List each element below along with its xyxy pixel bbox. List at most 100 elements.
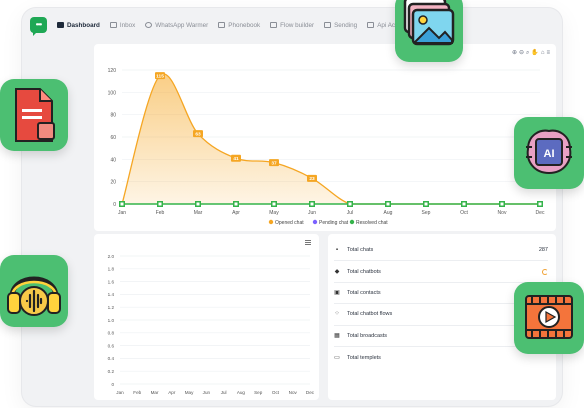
zoom-select-icon[interactable]: ⌕	[526, 50, 530, 56]
x-tick-label: Nov	[289, 390, 298, 395]
resolved-chat-point-inner	[538, 202, 542, 206]
nav-dashboard-label: Dashboard	[67, 21, 100, 29]
resolved-chat-point-inner	[424, 202, 428, 206]
x-tick-label: Dec	[536, 210, 545, 216]
y-tick-label: 0.4	[108, 356, 115, 361]
chat-icon: ▪	[335, 247, 339, 254]
dashboard-icon	[57, 22, 64, 28]
contacts-icon: ▣	[334, 289, 340, 296]
x-tick-label: Jan	[118, 210, 126, 216]
opened-chat-data-label: 63	[195, 131, 201, 137]
resolved-chat-point-inner	[386, 202, 390, 206]
x-tick-label: May	[269, 210, 279, 216]
template-icon: ▭	[334, 354, 340, 361]
inbox-icon	[109, 22, 117, 28]
resolved-chat-point-inner	[196, 202, 200, 206]
nav-whatsapp-warmer[interactable]: WhatsApp Warmer	[145, 22, 208, 29]
pan-icon[interactable]: ✋	[531, 50, 539, 56]
top-nav: ••• Dashboard Inbox WhatsApp Warmer Phon…	[22, 8, 562, 42]
x-tick-label: Mar	[151, 390, 159, 395]
opened-chat-data-label: 41	[233, 156, 239, 162]
logo-icon[interactable]: •••	[30, 17, 47, 36]
warmer-icon	[145, 22, 153, 28]
gallery-app-icon	[395, 0, 463, 62]
x-tick-label: Sep	[254, 390, 263, 395]
x-tick-label: Nov	[498, 210, 507, 216]
stat-label: Total chatbots	[347, 268, 381, 275]
resolved-chat-point-inner	[310, 202, 314, 206]
legend-marker	[312, 219, 318, 225]
x-tick-label: Jul	[221, 390, 227, 395]
zoom-in-icon[interactable]: ⊕	[511, 50, 517, 56]
stat-label: Total broadcasts	[347, 332, 388, 339]
legend-marker	[268, 219, 274, 225]
x-tick-label: Jun	[203, 390, 211, 395]
y-tick-label: 0	[111, 382, 114, 387]
x-tick-label: Oct	[460, 210, 468, 216]
svg-text:AI: AI	[544, 148, 555, 160]
opened-chat-data-label-bg	[155, 72, 165, 80]
nav-phonebook-label: Phonebook	[228, 21, 261, 29]
nav-dashboard[interactable]: Dashboard	[57, 22, 100, 29]
y-tick-label: 2.0	[108, 254, 115, 259]
x-tick-label: Apr	[232, 210, 240, 216]
legend-label[interactable]: Opened chat	[275, 220, 304, 226]
flow-icon: ⁘	[334, 311, 340, 318]
chats-area-chart: 0 20 40 60 80 100 120 Jan Feb Mar Apr May Jun Jul Aug S…	[108, 68, 545, 226]
nav-phonebook[interactable]: Phonebook	[218, 22, 260, 29]
y-tick-label: 120	[108, 68, 117, 74]
nav-inbox[interactable]: Inbox	[109, 22, 135, 29]
robot-icon: ◆	[334, 268, 340, 275]
opened-chat-data-label-bg	[307, 174, 317, 182]
x-tick-label: Mar	[194, 210, 203, 216]
y-tick-label: 60	[110, 135, 116, 141]
y-tick-label: 1.0	[108, 318, 115, 323]
resolved-chat-point-inner	[234, 202, 238, 206]
nav-api[interactable]: Api Ac	[367, 22, 395, 29]
video-icon	[525, 295, 573, 339]
chart-toolbar: ⊕ ⊖ ⌕ ✋ ⌂ ≡	[512, 50, 550, 56]
y-tick-label: 1.4	[108, 292, 115, 297]
zoom-out-icon[interactable]: ⊖	[518, 50, 524, 56]
api-icon	[367, 22, 375, 28]
legend-label[interactable]: Resolved chat	[356, 220, 388, 226]
nav-flow-builder[interactable]: Flow builder	[270, 22, 314, 29]
y-tick-label: 40	[110, 157, 116, 163]
x-tick-label: Apr	[168, 390, 176, 395]
nav-api-label: Api Ac	[377, 21, 396, 29]
y-tick-label: 1.8	[108, 267, 115, 272]
loading-spinner-icon	[542, 268, 548, 275]
nav-warmer-label: WhatsApp Warmer	[155, 21, 209, 29]
chart-menu-icon[interactable]	[305, 240, 311, 245]
stats-list: ▪ Total chats 287 ◆ Total chatbots ▣ Total con…	[334, 240, 548, 368]
x-tick-label: Jun	[308, 210, 316, 216]
x-tick-label: Jan	[116, 390, 124, 395]
x-tick-label: May	[185, 390, 194, 395]
ai-brain-icon: AI	[526, 129, 572, 175]
headphones-app-icon	[0, 255, 68, 327]
opened-chat-data-label-bg	[269, 159, 279, 167]
phonebook-icon	[218, 22, 226, 28]
document-app-icon	[0, 79, 68, 151]
y-tick-label: 0.2	[108, 369, 115, 374]
app-window: ••• Dashboard Inbox WhatsApp Warmer Phon…	[22, 8, 562, 406]
broadcast-icon: ▦	[334, 332, 340, 339]
stat-label: Total chats	[347, 247, 374, 254]
video-play-app-icon	[514, 282, 584, 354]
legend-label[interactable]: Pending chat	[319, 220, 349, 226]
x-tick-label: Feb	[133, 390, 141, 395]
stat-row: ▪ Total chats 287	[334, 240, 548, 262]
chats-chart-card: ⊕ ⊖ ⌕ ✋ ⌂ ≡ 0 20 40 60 80 100 120 Jan Feb Mar Apr M…	[94, 44, 556, 231]
x-tick-label: Aug	[384, 210, 393, 216]
nav-sending[interactable]: Sending	[324, 22, 357, 29]
y-tick-label: 20	[110, 180, 116, 186]
home-icon[interactable]: ⌂	[540, 50, 545, 56]
stat-label: Total templets	[347, 354, 381, 361]
menu-icon[interactable]: ≡	[546, 50, 550, 56]
y-tick-label: 0	[113, 202, 116, 208]
document-icon	[15, 88, 55, 142]
opened-chat-data-label: 23	[309, 176, 315, 182]
y-tick-label: 100	[108, 90, 117, 96]
nav-sending-label: Sending	[334, 21, 358, 29]
